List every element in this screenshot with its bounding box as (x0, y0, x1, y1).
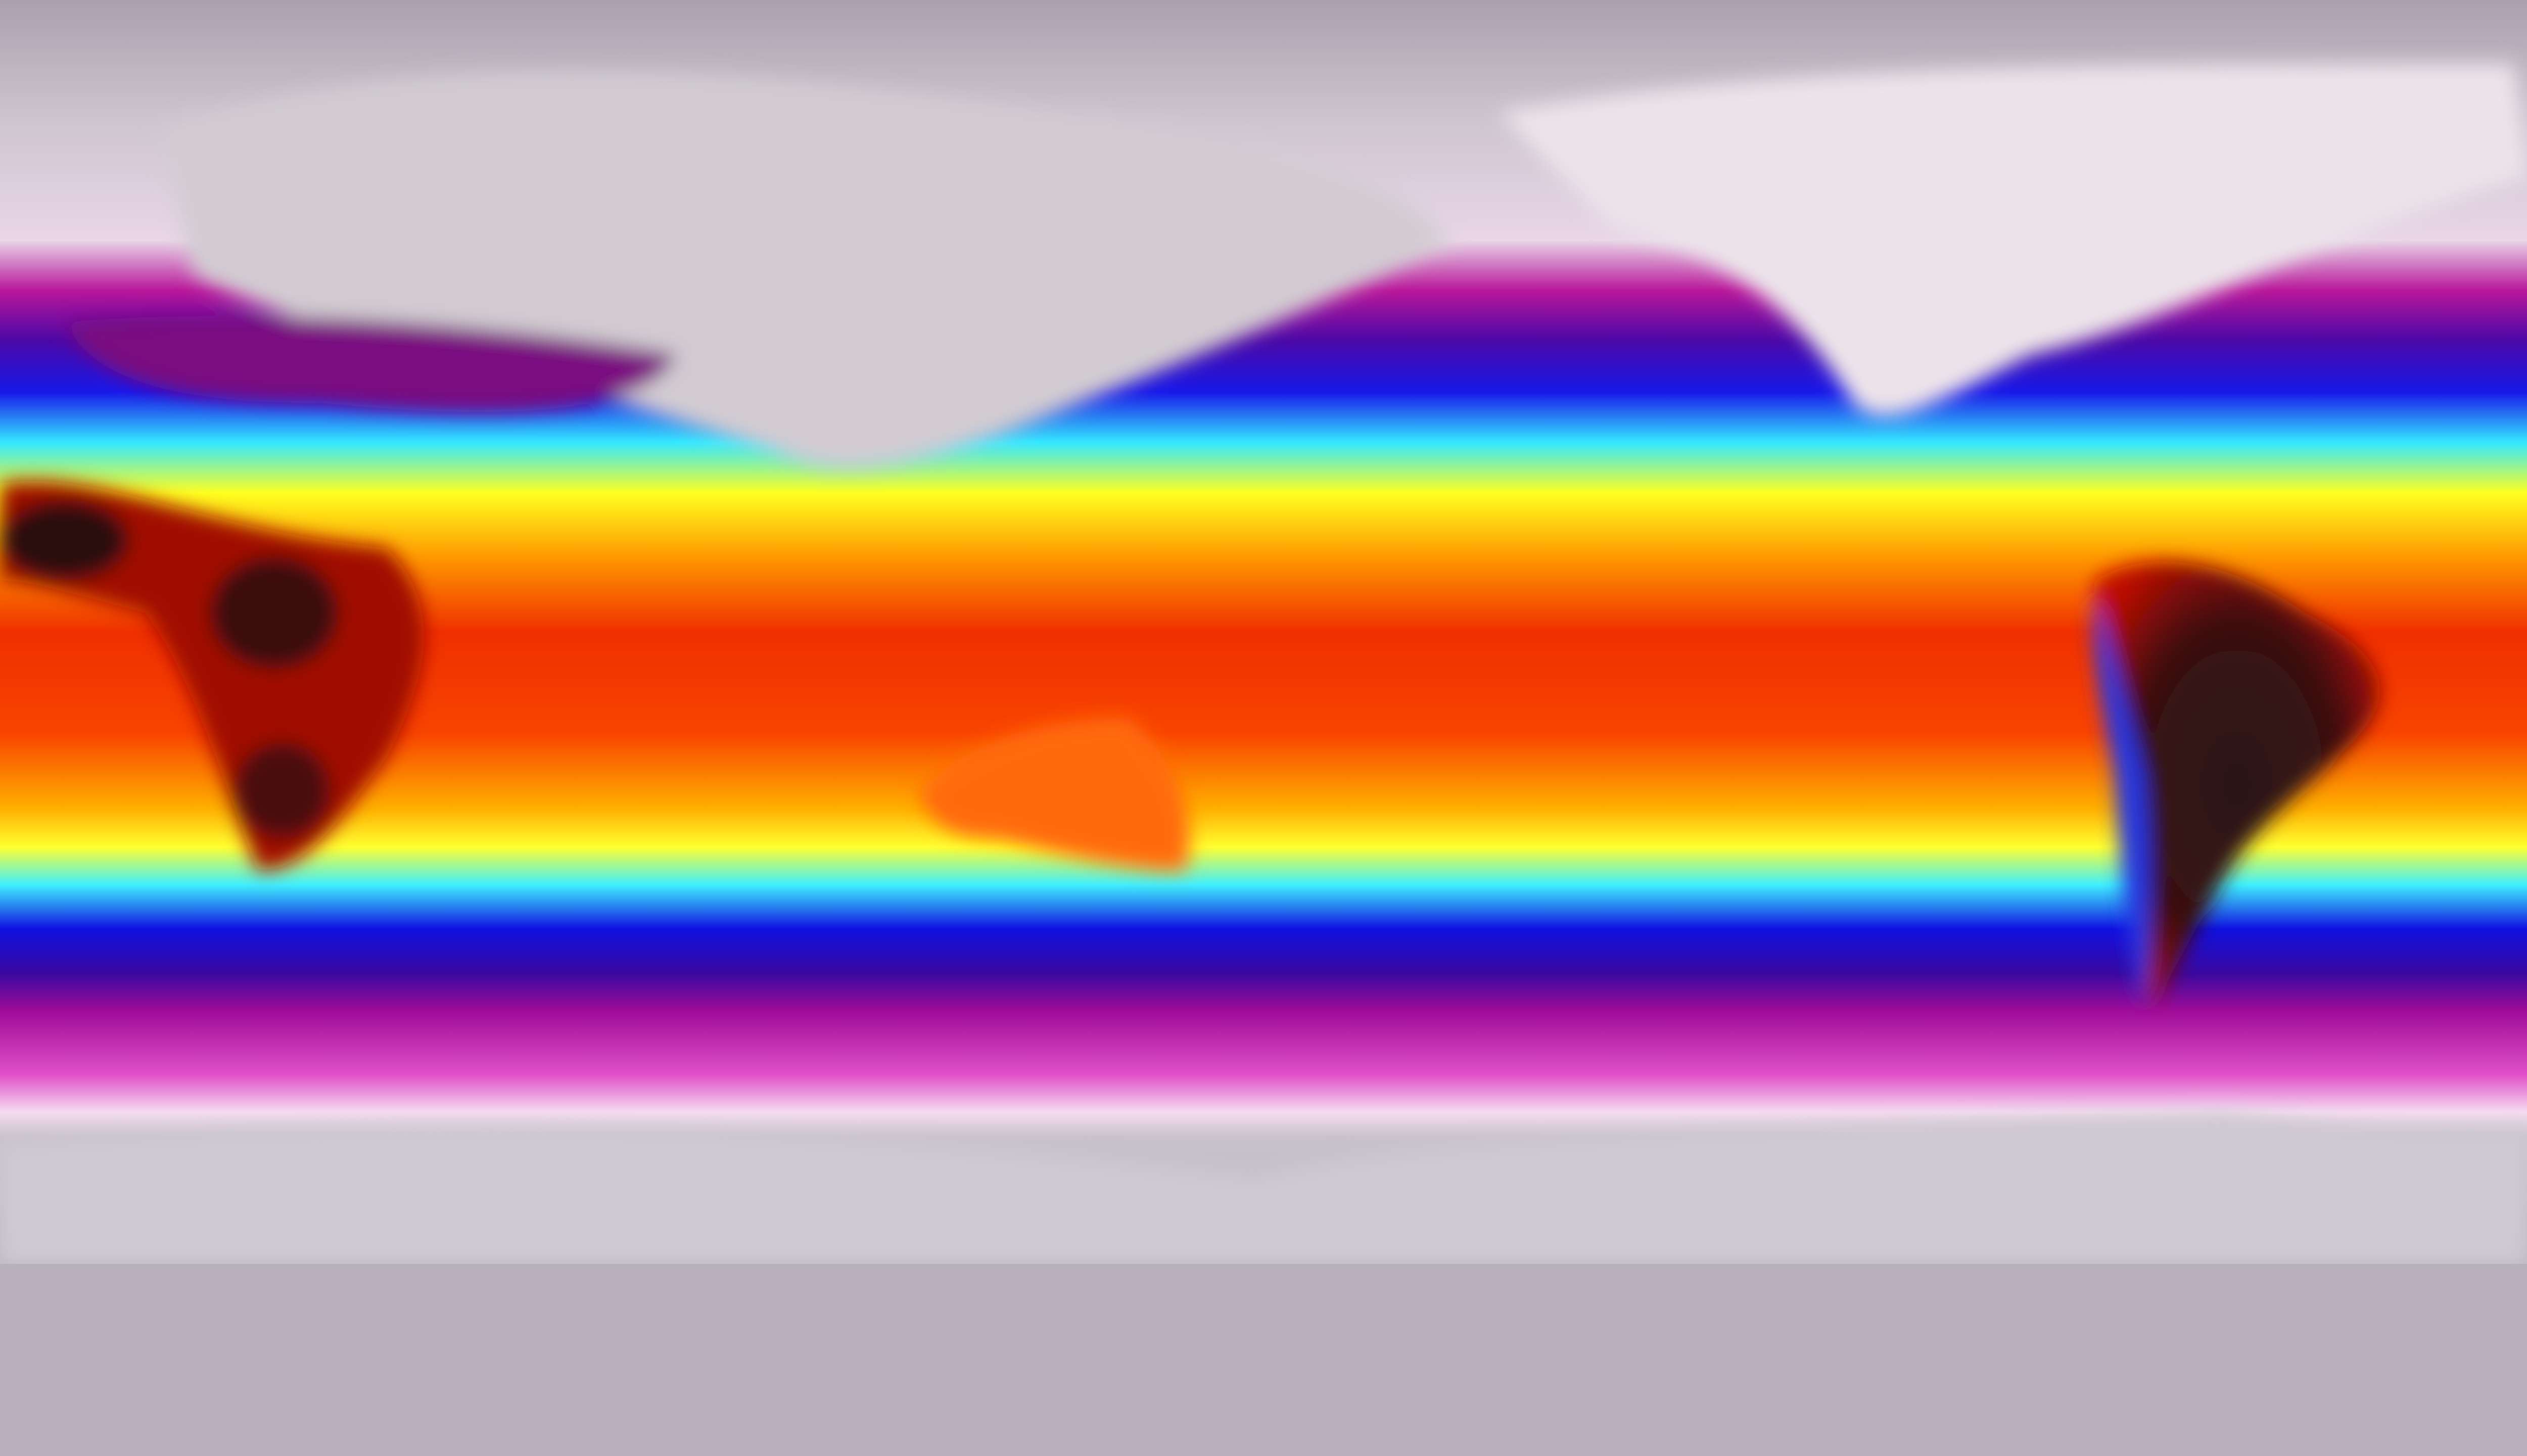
temperature-map (0, 0, 2527, 1264)
himalaya-cold (64, 316, 677, 412)
eurasia (161, 72, 1450, 469)
australia (918, 717, 1190, 871)
south-america (2093, 561, 2380, 1008)
southern-africa-hot (233, 741, 331, 838)
central-africa-hot (209, 556, 339, 669)
sahara-hot (0, 499, 129, 581)
antarctica (0, 1112, 2527, 1264)
north-america (1499, 64, 2527, 416)
andes-cold (2093, 596, 2150, 1008)
landmasses (0, 64, 2527, 1264)
